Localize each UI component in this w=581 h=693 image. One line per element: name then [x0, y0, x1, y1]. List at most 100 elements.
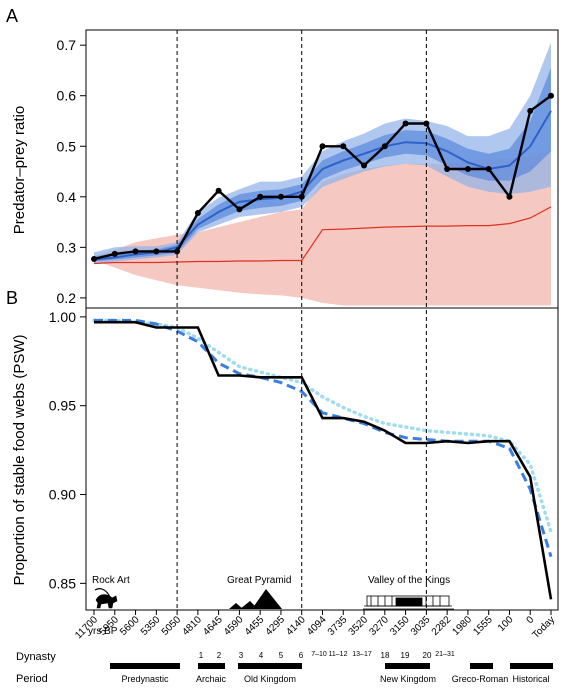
- period-label: Period: [16, 673, 48, 685]
- y-tick-label: 0.6: [57, 88, 77, 104]
- observed-point: [506, 193, 513, 200]
- dynasty-item: 3: [239, 651, 244, 660]
- y-tick-label: 0.3: [57, 239, 77, 255]
- x-tick-label: 100: [496, 614, 516, 634]
- observed-point: [257, 193, 264, 200]
- dynasty-item: 6: [299, 651, 304, 660]
- observed-point: [444, 166, 451, 172]
- x-tick-label: 0: [525, 614, 537, 626]
- period-bar: [110, 663, 180, 669]
- panel-b-frame: [85, 307, 559, 611]
- panel-a-y-label: Predator–prey ratio: [11, 106, 28, 234]
- panel-a-bands: [94, 42, 551, 306]
- period-bar: [385, 663, 430, 669]
- dynasty-item: 4: [259, 651, 264, 660]
- period-bar: [198, 663, 225, 669]
- panel-b-y-axis: 0.85 0.90 0.95 1.00: [49, 309, 86, 591]
- x-tick-label: 2282: [430, 614, 454, 638]
- panel-b: B 0.85 0.90 0.95 1.00 Proportion of stable …: [6, 288, 559, 611]
- x-tick-label: Today: [530, 614, 557, 641]
- y-tick-label: 1.00: [49, 309, 76, 325]
- observed-point: [132, 248, 139, 255]
- series-observed: [94, 320, 553, 600]
- observed-point: [215, 187, 222, 194]
- x-tick-label: 4810: [180, 614, 204, 638]
- dynasty-item: 7–10: [311, 651, 327, 658]
- period-item: Historical: [512, 674, 549, 684]
- y-tick-label: 0.5: [57, 138, 77, 154]
- panel-b-y-label: Proportion of stable food webs (PSW): [11, 335, 28, 586]
- rock-art-label: Rock Art: [92, 575, 130, 586]
- period-bar: [470, 663, 493, 669]
- dynasty-item: 21–31: [435, 651, 455, 658]
- x-tick-label: 5350: [139, 614, 163, 638]
- observed-point: [381, 143, 388, 150]
- rock-art-group: Rock Art: [92, 575, 130, 609]
- period-item: Predynastic: [121, 674, 169, 684]
- observed-point: [340, 143, 347, 150]
- dynasty-item: 18: [381, 651, 390, 660]
- dynasty-item: 2: [217, 651, 222, 660]
- series-dotted-fit: [92, 318, 553, 534]
- dynasty-item: 5: [279, 651, 284, 660]
- y-tick-label: 0.2: [57, 290, 77, 306]
- x-axis: yrs BP 117005950560053505050481046454590…: [73, 610, 557, 641]
- panel-b-lines: [92, 318, 553, 600]
- x-tick-label: 4094: [305, 614, 329, 638]
- observed-point: [153, 248, 160, 255]
- y-tick-label: 0.95: [49, 398, 76, 414]
- x-tick-label: 4590: [222, 614, 246, 638]
- series-smooth-fit: [93, 110, 552, 261]
- dynasty-item: 13–17: [352, 651, 372, 658]
- valley-of-kings-group: Valley of the Kings: [363, 575, 454, 610]
- observed-point: [527, 107, 534, 114]
- panel-b-label: B: [6, 288, 18, 308]
- dynasty-item: 20: [423, 651, 432, 660]
- observed-point: [298, 193, 305, 200]
- x-axis-label: yrs BP: [88, 626, 118, 637]
- dynasty-row: Dynasty 1 2 3 4 5 6 7–10 11–12 13–17 18 19 20 21–31: [16, 651, 455, 663]
- observed-point: [361, 162, 368, 169]
- observed-point: [111, 250, 118, 257]
- band-fit-ci-inner: [94, 67, 551, 262]
- dynasty-item: 11–12: [329, 651, 348, 658]
- band-null-ci: [94, 151, 551, 306]
- great-pyramid-group: Great Pyramid: [227, 575, 291, 609]
- great-pyramid-label: Great Pyramid: [227, 575, 291, 586]
- x-tick-label: 1555: [471, 614, 495, 638]
- x-tick-label: 3150: [388, 614, 412, 638]
- period-bar: [510, 663, 553, 669]
- dynasty-item: 1: [199, 651, 204, 660]
- observed-point: [194, 209, 201, 216]
- series-dashed-fit: [94, 318, 553, 558]
- period-item: Archaic: [196, 674, 227, 684]
- period-bar: [238, 663, 302, 669]
- band-fit-ci-outer: [94, 42, 551, 264]
- y-tick-label: 0.90: [49, 487, 76, 503]
- y-tick-label: 0.7: [57, 37, 77, 53]
- panel-a-lines: [91, 92, 554, 265]
- y-tick-label: 0.4: [57, 189, 77, 205]
- observed-point: [174, 248, 181, 255]
- temple-icon: [363, 595, 454, 610]
- observed-point: [236, 206, 243, 213]
- x-tick-label: 1980: [451, 614, 475, 638]
- observed-point: [91, 255, 97, 262]
- period-divider-lines: [176, 30, 427, 610]
- y-tick-label: 0.85: [49, 575, 76, 591]
- observed-point: [319, 143, 326, 150]
- x-tick-label: 3735: [326, 614, 350, 638]
- valley-of-kings-label: Valley of the Kings: [368, 575, 450, 586]
- x-tick-label: 5600: [118, 614, 142, 638]
- x-tick-label: 4140: [284, 614, 308, 638]
- x-tick-label: 5050: [160, 614, 184, 638]
- period-item: New Kingdom: [380, 674, 436, 684]
- observed-point: [548, 92, 554, 99]
- dynasty-item: 19: [401, 651, 410, 660]
- x-tick-label: 3035: [409, 614, 433, 638]
- x-tick-label: 3270: [367, 614, 391, 638]
- x-tick-label: 4455: [243, 614, 267, 638]
- observed-point: [402, 120, 409, 127]
- x-tick-label: 3520: [347, 614, 371, 638]
